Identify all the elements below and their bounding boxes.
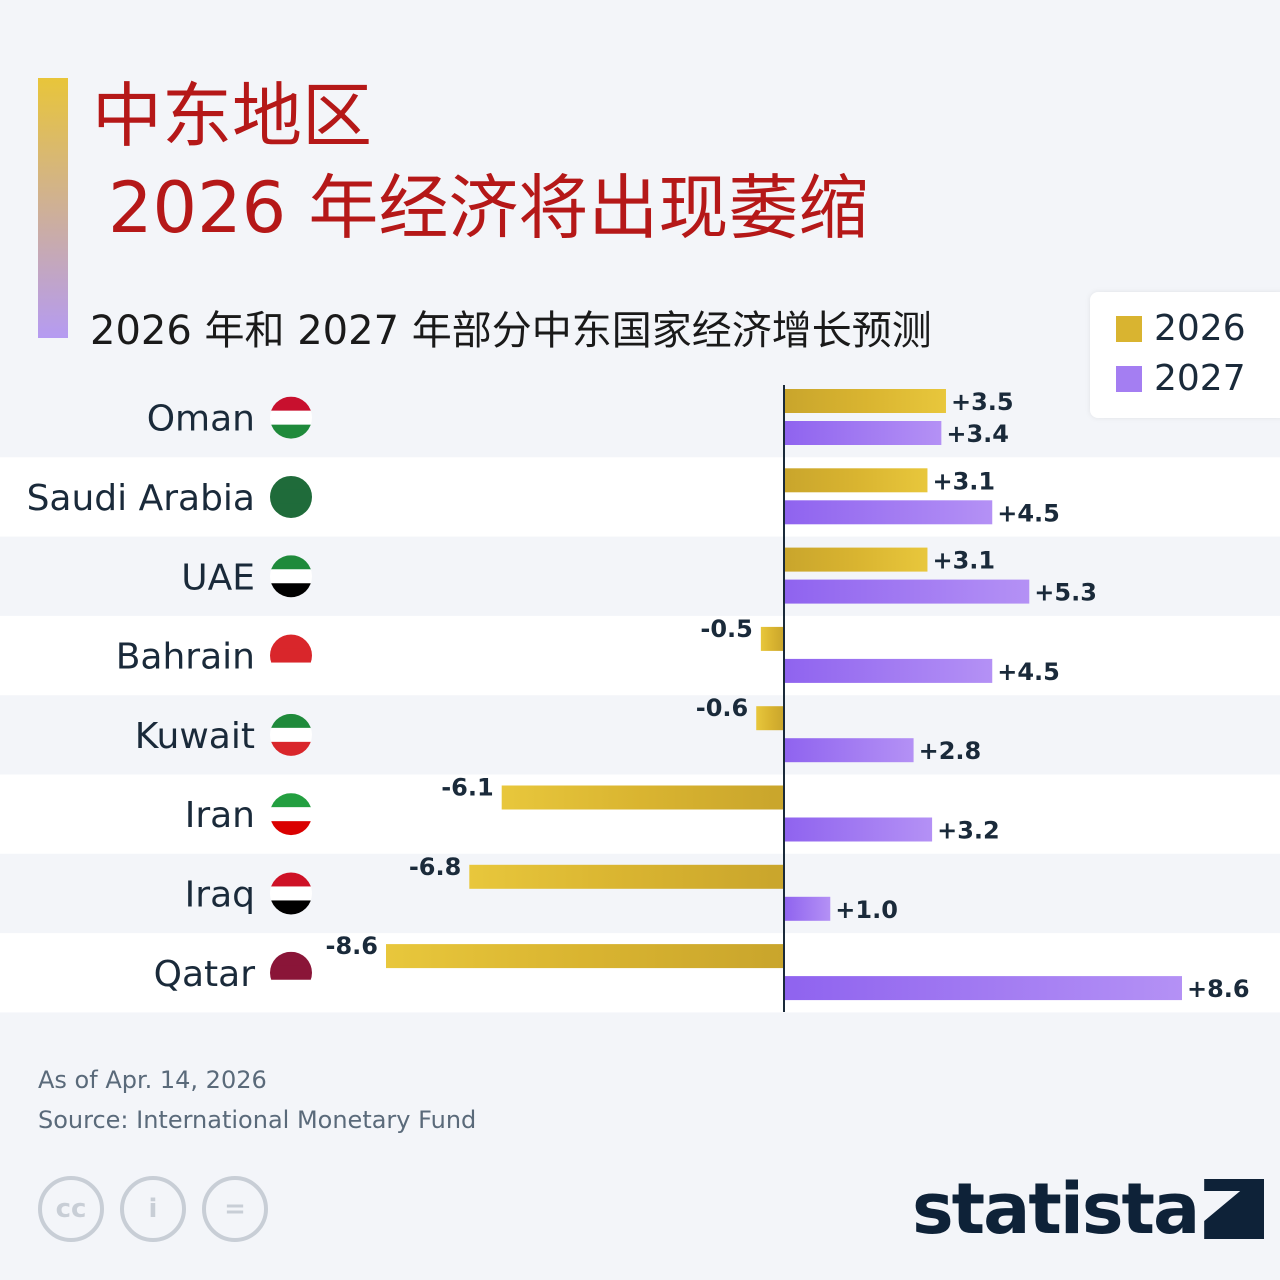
data-label-2027-1: +4.5: [997, 499, 1060, 527]
flag-icon-6: [270, 872, 312, 915]
data-label-2026-1: +3.1: [932, 467, 995, 495]
bar-2027-0: [784, 421, 942, 445]
chart-title-line1: 中东地区: [92, 75, 372, 157]
data-label-2027-2: +5.3: [1034, 579, 1097, 607]
flag-icon-1: [270, 475, 312, 518]
data-label-2026-7: -8.6: [326, 932, 378, 960]
data-label-2026-5: -6.1: [441, 774, 493, 802]
statista-logo-text: statista: [912, 1168, 1200, 1250]
bar-2026-4: [756, 706, 784, 731]
flag-icon-4: [270, 713, 312, 756]
row-band: [0, 457, 1280, 537]
bar-2027-1: [784, 500, 993, 525]
bar-2027-3: [784, 658, 993, 683]
bar-2026-5: [501, 785, 784, 810]
legend-label-2027: 2027: [1154, 358, 1246, 399]
cc-icon[interactable]: cc: [38, 1176, 104, 1242]
flag-icon-3: [270, 634, 312, 677]
data-label-2026-3: -0.5: [700, 615, 752, 643]
category-label-4: Kuwait: [135, 716, 255, 757]
chart-title-line2: 2026 年经济将出现萎缩: [108, 167, 869, 249]
category-label-3: Bahrain: [116, 637, 255, 678]
data-label-2027-6: +1.0: [835, 896, 898, 924]
bar-2027-6: [784, 896, 831, 921]
legend-label-2026: 2026: [1154, 308, 1246, 349]
category-label-1: Saudi Arabia: [27, 478, 255, 519]
bar-2027-7: [784, 976, 1182, 1001]
flag-icon-7: [270, 951, 312, 994]
data-label-2027-3: +4.5: [997, 658, 1060, 686]
bar-2026-6: [469, 864, 784, 889]
flag-icon-2: [270, 555, 312, 598]
attribution-icon[interactable]: i: [120, 1176, 186, 1242]
data-label-2027-0: +3.4: [946, 420, 1009, 448]
flag-icon-5: [270, 793, 312, 836]
legend: 2026 2027: [1090, 292, 1280, 418]
title-accent-bar: [38, 78, 68, 338]
category-label-2: UAE: [181, 557, 255, 598]
bar-2026-1: [784, 468, 928, 493]
bar-2026-2: [784, 547, 928, 572]
footer-date: As of Apr. 14, 2026: [38, 1066, 267, 1094]
statista-logo-mark: [1204, 1179, 1265, 1239]
category-label-6: Iraq: [185, 874, 255, 915]
bar-2027-5: [784, 817, 933, 842]
license-icons: cc i =: [38, 1176, 284, 1242]
legend-item-2026: 2026: [1116, 308, 1246, 349]
bar-2026-7: [386, 944, 784, 969]
legend-item-2027: 2027: [1116, 358, 1246, 399]
category-label-7: Qatar: [154, 954, 256, 995]
no-derivatives-icon[interactable]: =: [202, 1176, 268, 1242]
bar-2027-2: [784, 579, 1030, 604]
chart-title: 中东地区 2026 年经济将出现萎缩: [92, 70, 868, 254]
legend-swatch-2027: [1116, 366, 1142, 392]
category-label-5: Iran: [185, 795, 255, 836]
row-band: [0, 615, 1280, 696]
data-label-2027-5: +3.2: [937, 817, 1000, 845]
bar-2026-0: [784, 389, 946, 413]
statista-logo[interactable]: statista: [912, 1168, 1265, 1250]
flag-icon-0: [270, 396, 312, 439]
data-label-2026-4: -0.6: [696, 694, 748, 722]
footer-source: Source: International Monetary Fund: [38, 1106, 477, 1134]
data-label-2027-4: +2.8: [919, 737, 982, 765]
data-label-2027-7: +8.6: [1187, 975, 1250, 1003]
bar-2026-3: [760, 626, 784, 651]
data-label-2026-2: +3.1: [932, 547, 995, 575]
chart-subtitle: 2026 年和 2027 年部分中东国家经济增长预测: [90, 308, 932, 354]
legend-swatch-2026: [1116, 316, 1142, 342]
bar-2027-4: [784, 738, 914, 763]
category-label-0: Oman: [147, 399, 255, 440]
data-label-2026-0: +3.5: [951, 388, 1014, 416]
data-label-2026-6: -6.8: [409, 853, 461, 881]
